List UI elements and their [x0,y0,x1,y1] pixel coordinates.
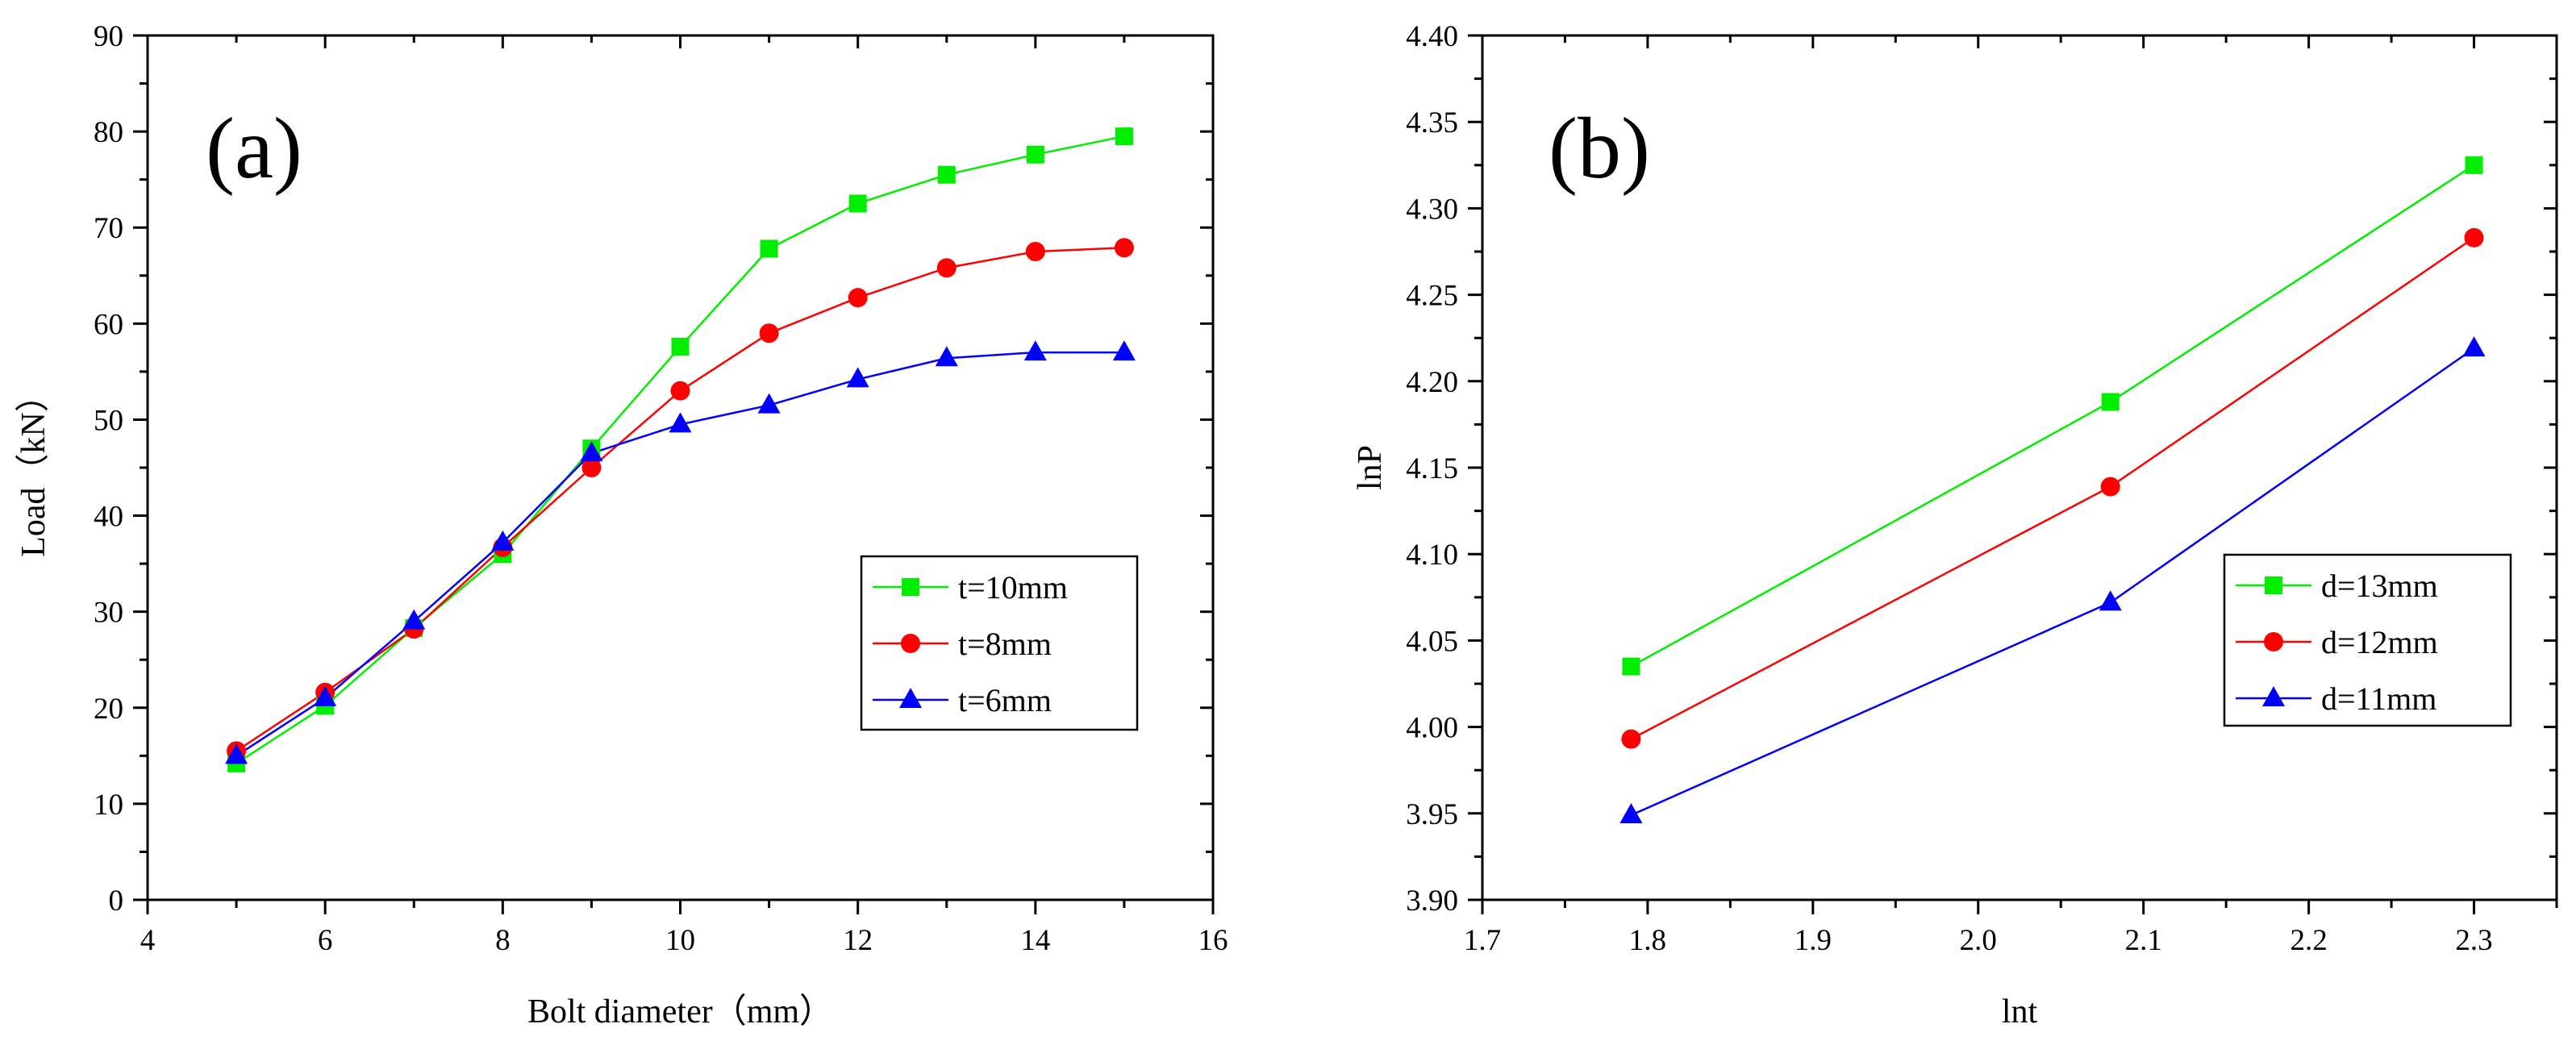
data-point-t=6mm [1023,340,1047,361]
data-point-d=13mm [2465,156,2483,174]
data-point-t=10mm [1026,145,1044,164]
legend-label: t=10mm [958,569,1068,606]
panel-label: (a) [206,101,302,197]
legend-marker-t=8mm [901,634,920,653]
y-tick-label: 50 [94,404,123,437]
x-tick-label: 1.7 [1464,924,1501,957]
x-tick-label: 12 [843,924,873,957]
legend-label: d=13mm [2321,568,2438,604]
data-point-t=6mm [314,685,337,706]
legend-marker-d=12mm [2264,632,2283,651]
data-point-t=10mm [937,165,956,184]
legend-label: d=12mm [2321,624,2438,660]
data-point-t=6mm [846,367,869,388]
y-tick-label: 10 [94,789,123,822]
x-tick-label: 4 [140,924,156,957]
data-point-t=6mm [580,441,603,462]
panel-label: (b) [1549,101,1650,197]
y-tick-label: 4.20 [1406,366,1458,399]
y-tick-label: 0 [109,885,124,918]
y-tick-label: 80 [94,116,123,149]
y-tick-label: 4.35 [1406,106,1458,139]
y-tick-label: 70 [94,212,123,245]
data-point-d=11mm [1619,802,1643,823]
x-tick-label: 2.1 [2125,924,2162,957]
y-tick-label: 4.10 [1406,539,1458,572]
data-point-d=12mm [2464,227,2484,248]
y-tick-label: 60 [94,308,123,341]
data-point-t=8mm [848,288,868,308]
x-tick-label: 10 [665,924,695,957]
data-point-t=6mm [491,530,515,551]
x-tick-label: 1.8 [1629,924,1666,957]
data-point-t=10mm [1115,127,1133,146]
legend-marker-d=11mm [2262,686,2285,706]
data-point-t=8mm [1025,242,1045,261]
x-tick-label: 6 [318,924,333,957]
x-tick-label: 2.3 [2455,924,2492,957]
y-tick-label: 30 [94,597,123,630]
y-tick-label: 4.00 [1406,712,1458,745]
y-tick-label: 3.90 [1406,885,1458,918]
data-point-d=13mm [2101,393,2120,411]
data-point-d=11mm [2462,336,2486,357]
y-tick-label: 4.05 [1406,625,1458,658]
x-tick-label: 16 [1198,924,1228,957]
y-axis-label: Load（kN） [15,378,52,557]
data-point-t=8mm [581,458,602,477]
legend-label: t=6mm [958,682,1052,718]
x-tick-label: 2.0 [1960,924,1997,957]
y-tick-label: 3.95 [1406,798,1458,831]
data-point-d=13mm [1622,657,1640,676]
x-axis-label: lnt [2002,993,2038,1030]
data-point-t=8mm [759,323,779,343]
data-point-t=10mm [760,239,778,258]
data-point-t=6mm [402,609,426,630]
data-point-t=10mm [848,194,867,213]
chart-panel-a: 4 6 8 10 12 14 16 0 10 20 30 40 50 60 70 80 90 Bolt diame… [15,20,1228,1030]
data-point-t=6mm [225,743,248,764]
x-tick-label: 14 [1020,924,1050,957]
data-point-t=6mm [669,412,692,433]
x-tick-label: 1.9 [1794,924,1832,957]
data-point-t=10mm [671,337,690,356]
legend-marker-t=6mm [899,688,922,708]
x-tick-label: 8 [495,924,511,957]
legend: t=10mm t=8mm t=6mm [860,555,1139,731]
y-tick-label: 90 [94,20,123,53]
data-point-t=6mm [757,393,781,414]
data-point-t=6mm [1112,340,1136,361]
y-tick-label: 4.25 [1406,280,1458,313]
x-tick-label: 2.2 [2290,924,2327,957]
data-point-t=8mm [1114,238,1134,258]
x-axis-label: Bolt diameter（mm） [527,993,833,1030]
legend-label: t=8mm [958,626,1052,662]
data-point-t=6mm [935,346,958,367]
data-point-t=8mm [936,258,957,278]
legend-marker-t=10mm [902,578,919,596]
data-point-d=12mm [1621,729,1641,749]
chart-panel-b: 1.7 1.8 1.9 2.0 2.1 2.2 2.3 3.90 3.95 4.00 4.05 4.1… [1352,20,2558,1030]
legend-label: d=11mm [2321,681,2436,717]
data-point-d=12mm [2100,477,2120,497]
data-point-d=11mm [2099,590,2122,611]
y-axis-label: lnP [1352,445,1389,490]
y-tick-label: 40 [94,501,123,534]
y-tick-label: 4.30 [1406,193,1458,226]
y-tick-label: 4.40 [1406,20,1458,53]
legend-marker-d=13mm [2265,577,2282,594]
legend: d=13mm d=12mm d=11mm [2223,553,2512,727]
y-tick-label: 4.15 [1406,452,1458,485]
plot-frame [146,34,1215,901]
y-tick-label: 20 [94,693,123,726]
data-point-t=8mm [670,381,690,401]
